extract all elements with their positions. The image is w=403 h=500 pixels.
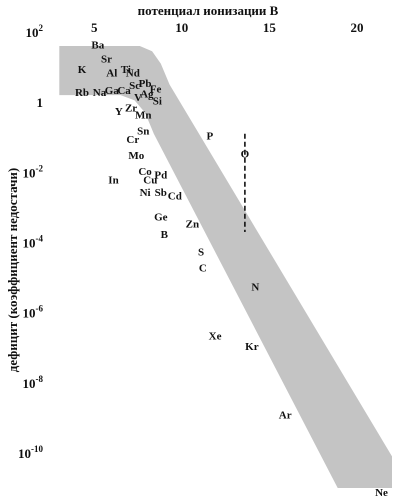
point-label-mn: Mn — [135, 110, 152, 122]
point-label-co: Co — [138, 166, 152, 178]
point-label-ne: Ne — [375, 487, 388, 499]
y-tick-label: 10-10 — [18, 444, 43, 461]
point-label-c: C — [199, 262, 207, 274]
point-label-o: O — [241, 148, 250, 160]
point-label-ca: Ca — [117, 85, 131, 97]
point-label-n: N — [251, 282, 259, 294]
point-label-zr: Zr — [125, 103, 137, 115]
y-tick-label: 10-4 — [23, 234, 44, 251]
band-polygon — [59, 46, 393, 488]
point-label-sr: Sr — [101, 54, 112, 66]
point-label-v: V — [134, 92, 142, 104]
x-tick-label: 5 — [91, 20, 98, 35]
y-axis-title: дефицит (коэффициент недостачи) — [5, 168, 20, 372]
point-label-na: Na — [93, 87, 107, 99]
point-label-mo: Mo — [128, 150, 144, 162]
point-label-ge: Ge — [154, 211, 168, 223]
point-label-ga: Ga — [105, 85, 120, 97]
point-label-ni: Ni — [140, 187, 151, 199]
point-label-pd: Pd — [154, 169, 167, 181]
x-axis-title: потенциал ионизации В — [138, 3, 279, 18]
point-label-xe: Xe — [209, 331, 222, 343]
point-label-k: K — [78, 64, 87, 76]
point-label-cu: Cu — [143, 175, 157, 187]
point-label-ar: Ar — [279, 410, 292, 422]
point-label-p: P — [207, 131, 214, 143]
point-label-fe: Fe — [150, 83, 162, 95]
point-label-si: Si — [153, 96, 162, 108]
y-tick-label: 10-6 — [23, 304, 44, 321]
point-label-zn: Zn — [186, 218, 199, 230]
y-tick-label: 1 — [37, 95, 44, 110]
point-label-sn: Sn — [137, 126, 149, 138]
point-label-cd: Cd — [168, 190, 182, 202]
x-tick-label: 10 — [175, 20, 188, 35]
point-label-kr: Kr — [245, 341, 259, 353]
point-label-rb: Rb — [75, 87, 89, 99]
y-tick-label: 10-2 — [23, 163, 44, 180]
x-tick-label: 20 — [351, 20, 364, 35]
x-tick-labels: 5 10 15 20 — [91, 20, 363, 35]
point-label-al: Al — [106, 68, 117, 80]
point-label-b: B — [161, 229, 169, 241]
point-label-sb: Sb — [155, 187, 167, 199]
y-tick-label: 102 — [26, 23, 44, 40]
y-tick-label: 10-8 — [23, 374, 44, 391]
point-label-ti: Ti — [121, 64, 131, 76]
point-label-in: In — [108, 175, 118, 187]
point-label-y: Y — [115, 106, 123, 118]
x-tick-label: 15 — [263, 20, 277, 35]
point-label-ba: Ba — [91, 40, 104, 52]
point-label-sc: Sc — [129, 80, 140, 92]
deficit-band — [59, 46, 393, 488]
point-label-nd: Nd — [126, 68, 140, 80]
point-label-s: S — [198, 247, 204, 259]
point-label-pb: Pb — [139, 78, 152, 90]
y-tick-labels: 102 1 10-2 10-4 10-6 10-8 10-10 — [18, 23, 44, 461]
point-label-cr: Cr — [126, 134, 139, 146]
point-label-ag: Ag — [140, 89, 154, 101]
